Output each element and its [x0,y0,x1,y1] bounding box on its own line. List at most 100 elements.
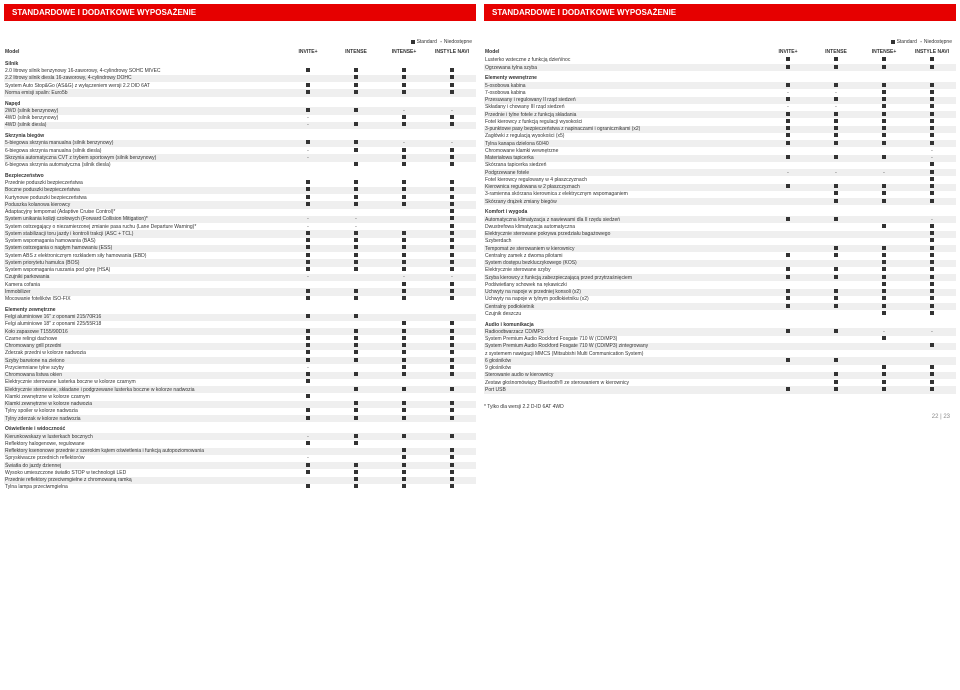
feature-label: Podświetlany schowek na rękawiczki [484,281,764,288]
feature-label: Zagłówki z regulacją wysokości (x5) [484,133,764,140]
cell-std [764,82,812,89]
cell-std [284,230,332,237]
cell-std [812,252,860,259]
cell-std [332,440,380,447]
cell-empty [860,350,908,357]
cell-std [908,89,956,96]
cell-std [812,111,860,118]
table-row: Światła do jazdy dziennej [4,462,476,469]
table-row: z systemem nawigacji MMCS (Mitsubishi Mu… [484,350,956,357]
feature-label: Przednie reflektory przeciwmgielne z chr… [4,477,284,484]
cell-std [332,75,380,82]
cell-std [812,245,860,252]
cell-std [332,401,380,408]
cell-std [284,82,332,89]
cell-std [284,350,332,357]
cell-std [380,68,428,75]
cell-std [908,238,956,245]
cell-empty [380,440,428,447]
cell-std [380,469,428,476]
table-row: Przesuwany i regulowany II rząd siedzeń [484,97,956,104]
cell-std [380,230,428,237]
table-row: System stabilizacji toru jazdy i kontrol… [4,230,476,237]
cell-empty [764,379,812,386]
cell-std [332,296,380,303]
cell-empty [764,336,812,343]
cell-empty [428,314,476,321]
cell-std [380,122,428,129]
cell-std [380,350,428,357]
table-row: System ABS z elektronicznym rozkładem si… [4,252,476,259]
cell-empty [764,343,812,350]
cell-na: - [380,107,428,114]
cell-std [284,180,332,187]
cell-std [908,169,956,176]
cell-std [380,448,428,455]
cell-std [332,180,380,187]
table-row: Automatyczna klimatyzacja z nawiewami dl… [484,216,956,223]
cell-std [812,386,860,393]
cell-std [332,194,380,201]
table-row: System unikania kolizji czołowych (Forwa… [4,216,476,223]
cell-empty [764,310,812,317]
cell-std [332,162,380,169]
cell-empty [812,365,860,372]
table-row: System ostrzegający o niezamierzonej zmi… [4,223,476,230]
cell-std [428,433,476,440]
cell-std [812,372,860,379]
cell-std [860,118,908,125]
table-row: 7-osobowa kabina-- [484,89,956,96]
cell-std [380,252,428,259]
cell-std [332,140,380,147]
cell-std [908,343,956,350]
feature-label: Szyba kierowcy z funkcją zabezpieczającą… [484,274,764,281]
cell-empty [860,162,908,169]
cell-std [380,180,428,187]
feature-label: System unikania kolizji czołowych (Forwa… [4,216,284,223]
cell-std [812,191,860,198]
feature-label: Przednie poduszki bezpieczeństwa [4,180,284,187]
cell-empty [764,245,812,252]
cell-std [860,155,908,162]
feature-label: 6-biegowa skrzynia automatyczna (silnik … [4,162,284,169]
cell-std [332,245,380,252]
cell-empty [860,357,908,364]
cell-std [860,97,908,104]
table-row: 6-biegowa skrzynia automatyczna (silnik … [4,162,476,169]
cell-std [860,104,908,111]
feature-label: 6 głośników [484,357,764,364]
cell-na: - [332,216,380,223]
feature-label: Radioodtwarzacz CD/MP3 [484,328,764,335]
cell-std [428,122,476,129]
cell-na: - [428,140,476,147]
table-row: Skrzynia automatyczna CVT z trybem sport… [4,154,476,161]
cell-std [428,469,476,476]
cell-empty [908,336,956,343]
cell-empty [332,281,380,288]
feature-label: System ABS z elektronicznym rozkładem si… [4,252,284,259]
cell-empty [764,147,812,154]
cell-std [812,184,860,191]
table-row: Centralny podłokietnik [484,303,956,310]
cell-empty [284,209,332,216]
feature-label: 3-punktowe pasy bezpieczeństwa z napinac… [484,126,764,133]
cell-std [428,335,476,342]
cell-na: - [284,216,332,223]
cell-empty [812,350,860,357]
cell-std [428,462,476,469]
cell-std [428,245,476,252]
cell-std [908,198,956,205]
cell-std [284,194,332,201]
cell-empty [764,238,812,245]
cell-std [428,194,476,201]
feature-label: Tylny spoiler w kolorze nadwozia [4,408,284,415]
cell-std [428,350,476,357]
table-row: Składany i chowany III rząd siedzeń-- [484,104,956,111]
feature-label: Składany i chowany III rząd siedzeń [484,104,764,111]
cell-std [812,155,860,162]
cell-std [860,57,908,64]
table-row: Chromowana listwa okien [4,372,476,379]
feature-label: Przesuwany i regulowany II rząd siedzeń [484,97,764,104]
cell-std [428,484,476,491]
cell-std [284,379,332,386]
